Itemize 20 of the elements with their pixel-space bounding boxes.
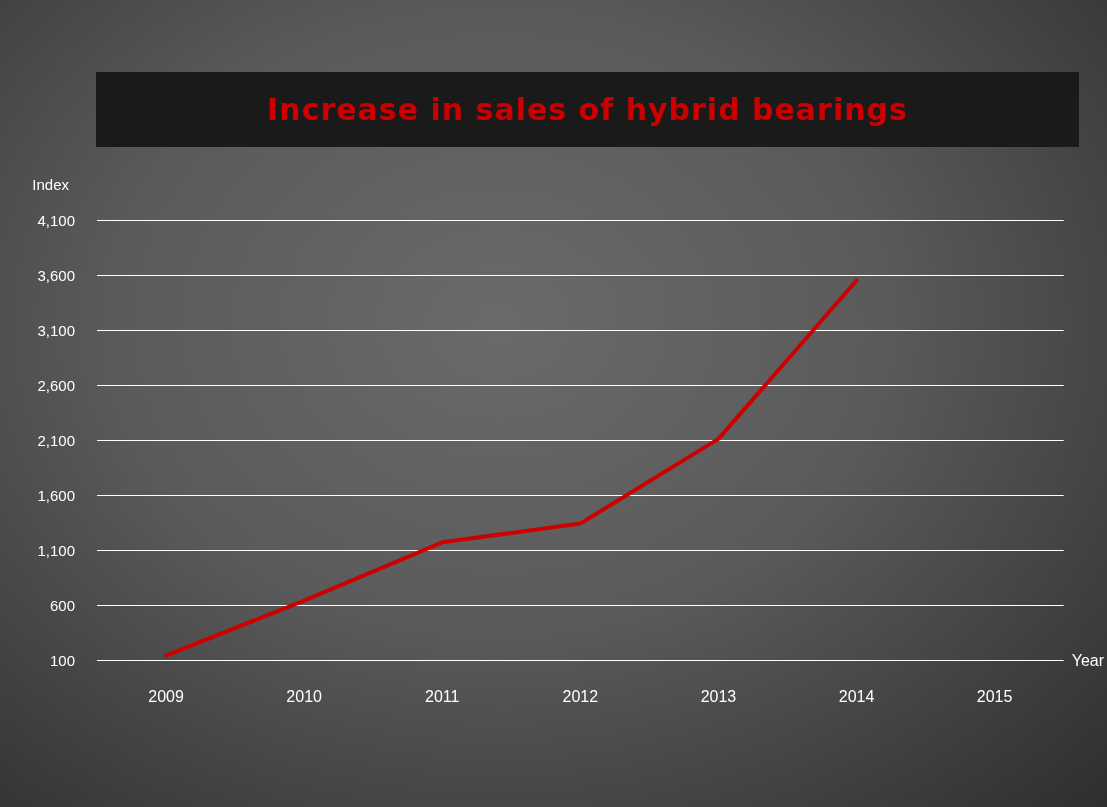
y-tick-label: 4,100: [37, 211, 75, 229]
x-tick-label: 2015: [976, 687, 1013, 705]
y-tick-label: 3,600: [37, 266, 75, 284]
y-tick-label: 2,100: [37, 431, 75, 449]
y-axis-title: Index: [32, 176, 70, 193]
chart-title: Increase in sales of hybrid bearings: [96, 72, 1079, 147]
x-tick-label: 2014: [838, 687, 875, 705]
x-tick-label: 2012: [562, 687, 599, 705]
y-tick-label: 100: [49, 651, 75, 669]
y-tick-label: 3,100: [37, 321, 75, 339]
y-tick-label: 600: [49, 596, 75, 614]
y-tick-label: 2,600: [37, 376, 75, 394]
line-series: [164, 278, 859, 658]
y-tick-label: 1,100: [37, 541, 75, 559]
y-tick-label: 1,600: [37, 486, 75, 504]
x-tick-label: 2010: [286, 687, 323, 705]
x-tick-label: 2009: [148, 687, 184, 705]
x-tick-label: 2011: [425, 687, 460, 705]
x-axis-title: Year: [1071, 651, 1105, 669]
x-tick-label: 2013: [700, 687, 737, 705]
